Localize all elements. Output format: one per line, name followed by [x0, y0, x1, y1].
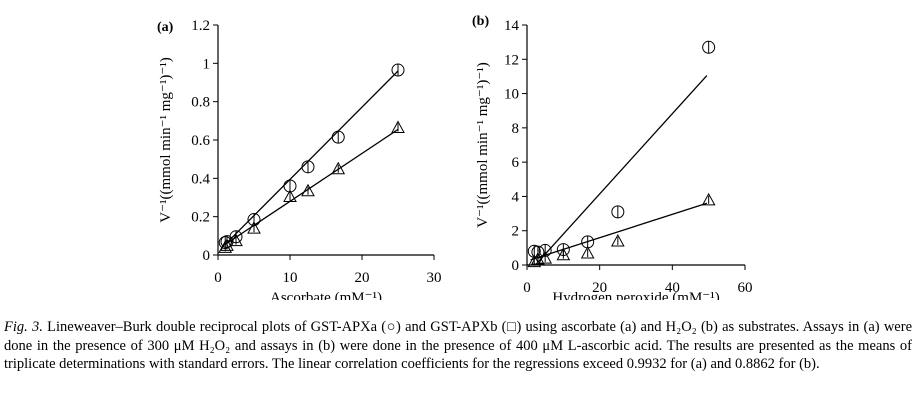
y-tick-label: 6: [512, 155, 520, 171]
data-point-triangle: [701, 192, 716, 206]
y-tick-label: 10: [504, 87, 519, 103]
data-point-triangle: [556, 247, 571, 261]
y-tick-label: 12: [504, 52, 519, 68]
data-point-triangle: [531, 251, 545, 265]
y-tick-label: 4: [512, 189, 520, 205]
data-point-triangle: [229, 233, 243, 247]
data-point-triangle: [391, 120, 405, 134]
panel-label: (a): [157, 20, 174, 35]
caption-text: Lineweaver–Burk double reciprocal plots …: [4, 319, 913, 372]
y-tick-label: 0: [203, 248, 211, 264]
panel-a: (a) 0 0.2 0.4 0.6 0.8 1 1.2 0 10 20 30 Ascorbate (mM…: [157, 18, 442, 300]
data-point-triangle: [331, 161, 346, 175]
data-point-triangle: [247, 221, 261, 234]
y-tick-label: 0.4: [191, 171, 210, 187]
x-tick-label: 30: [427, 270, 442, 286]
regression-line: [530, 202, 708, 261]
y-tick-label: 8: [512, 121, 520, 137]
x-tick-label: 0: [523, 280, 531, 296]
x-axis-title: Hydrogen peroxide (mM⁻¹): [552, 290, 719, 300]
regression-line: [534, 75, 708, 266]
data-point-triangle: [218, 240, 233, 253]
data-point-triangle: [580, 245, 595, 259]
data-point-triangle: [527, 254, 542, 268]
figure-caption: Fig. 3. Lineweaver–Burk double reciproca…: [4, 318, 912, 374]
x-tick-label: 10: [283, 270, 298, 286]
y-tick-label: 1.2: [191, 18, 210, 34]
data-point-triangle: [301, 183, 315, 197]
data-point-triangle: [283, 189, 297, 203]
x-tick-label: 0: [214, 270, 222, 286]
panel-b: (b) 0 2 4 6 8 10 12 14 0 20 40 60 Hydrogen peroxide (…: [472, 14, 753, 300]
data-point-triangle: [538, 251, 553, 264]
y-tick-label: 0: [512, 258, 520, 274]
x-tick-label: 20: [355, 270, 370, 286]
x-tick-label: 20: [592, 280, 607, 296]
y-tick-label: 0.8: [191, 95, 210, 111]
y-tick-label: 0.6: [191, 133, 210, 149]
x-axis-title: Ascorbate (mM⁻¹): [270, 290, 382, 300]
regression-line: [224, 70, 399, 245]
data-point-triangle: [610, 233, 625, 247]
x-tick-label: 60: [738, 280, 753, 296]
y-tick-label: 14: [504, 18, 520, 34]
y-axis-title: V⁻¹((mmol min⁻¹ mg⁻¹)⁻¹): [158, 57, 174, 222]
panel-label: (b): [472, 14, 489, 29]
y-tick-label: 0.2: [191, 210, 210, 226]
y-tick-label: 1: [203, 56, 211, 72]
figure-number: Fig. 3.: [4, 319, 43, 335]
y-tick-label: 2: [512, 224, 520, 240]
y-axis-title: V⁻¹((mmol min⁻¹ mg⁻¹)⁻¹): [475, 62, 491, 227]
x-tick-label: 40: [665, 280, 680, 296]
